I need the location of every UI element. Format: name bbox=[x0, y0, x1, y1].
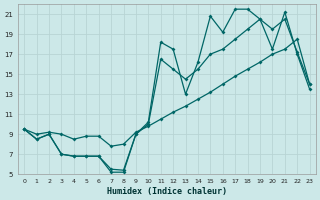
X-axis label: Humidex (Indice chaleur): Humidex (Indice chaleur) bbox=[107, 187, 227, 196]
